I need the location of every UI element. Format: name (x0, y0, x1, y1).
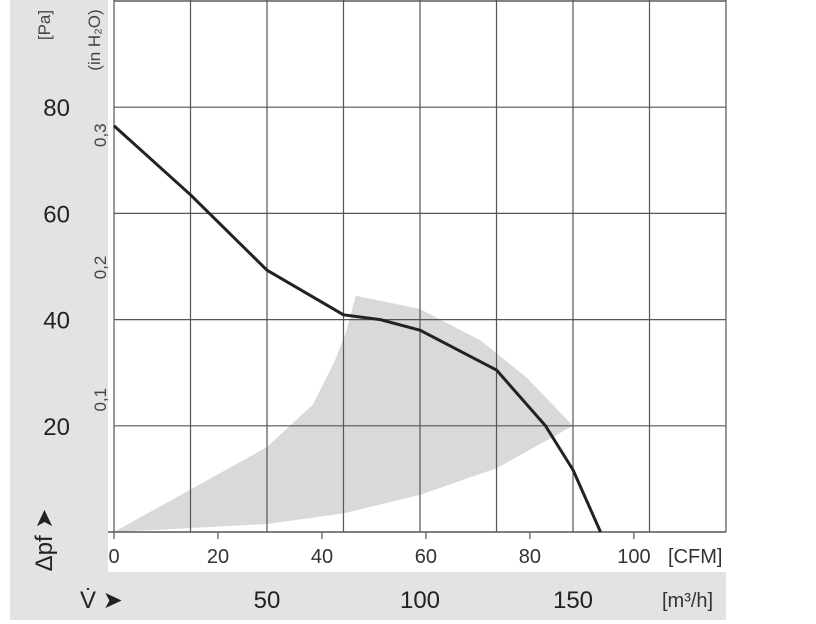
y-unit-pa: [Pa] (35, 10, 54, 40)
y-unit-inh2o: (in H₂O) (85, 9, 104, 70)
x2-tick-label: 80 (519, 546, 541, 568)
y-tick-label: 60 (43, 201, 70, 228)
x-tick-label: 100 (400, 587, 440, 614)
y-tick-label: 20 (43, 414, 70, 441)
y2-tick-label: 0,1 (91, 388, 110, 412)
pressure-curve-line (112, 124, 602, 533)
y-axis-panel (10, 0, 108, 572)
x-secondary-unit: [CFM] (668, 546, 722, 568)
x-tick-label: 150 (553, 587, 593, 614)
x-axis-symbol: V̇ ➤ (80, 586, 123, 614)
y-tick-label: 80 (43, 95, 70, 122)
x-axis-panel (10, 572, 726, 620)
x-tick-label: 50 (254, 587, 281, 614)
x2-tick-label: 20 (207, 546, 229, 568)
x2-tick-label: 60 (415, 546, 437, 568)
series-curve (112, 124, 602, 533)
x2-tick-label: 100 (617, 546, 650, 568)
grid (108, 0, 727, 539)
y2-tick-label: 0,3 (91, 123, 110, 147)
y-axis-symbol: Δpf ➤ (31, 509, 58, 572)
x2-tick-label: 0 (108, 546, 119, 568)
x-primary-unit: [m³/h] (662, 590, 713, 612)
x2-tick-label: 40 (311, 546, 333, 568)
y2-tick-label: 0,2 (91, 256, 110, 280)
y-tick-label: 40 (43, 308, 70, 335)
